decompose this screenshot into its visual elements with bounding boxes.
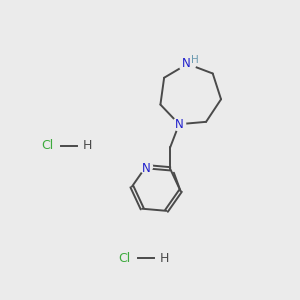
Circle shape	[140, 160, 152, 173]
Text: N: N	[142, 162, 150, 175]
Text: Cl: Cl	[118, 252, 131, 265]
Text: H: H	[83, 139, 92, 152]
Circle shape	[172, 118, 186, 131]
Text: Cl: Cl	[41, 139, 54, 152]
Text: N: N	[182, 57, 190, 70]
Circle shape	[179, 56, 196, 72]
Text: H: H	[160, 252, 170, 265]
Text: H: H	[191, 56, 199, 65]
Text: N: N	[175, 118, 184, 131]
